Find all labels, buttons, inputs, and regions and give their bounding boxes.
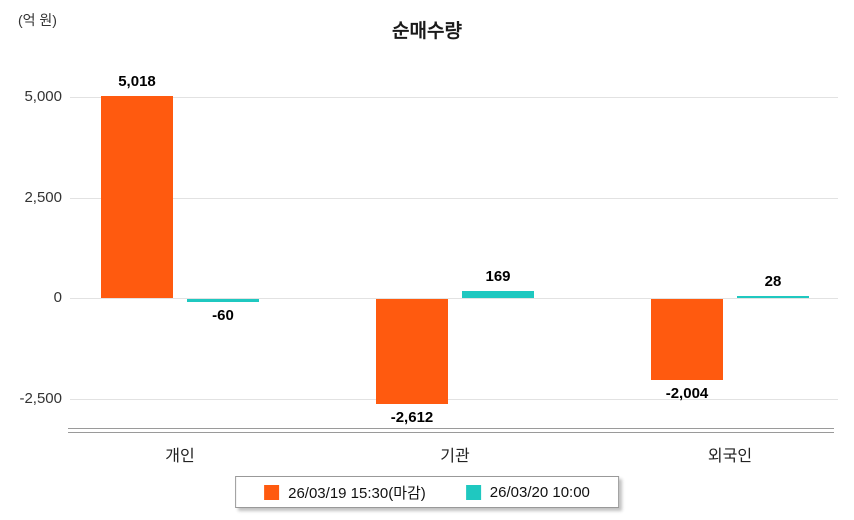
legend-swatch-series-1 [264, 484, 280, 500]
bar-외국인-series-1 [651, 299, 723, 380]
y-axis-tick-label: 0 [53, 289, 62, 306]
value-label: 169 [485, 268, 511, 286]
bar-기관-series-1 [376, 299, 448, 404]
value-label: 5,018 [118, 73, 156, 91]
gridline [70, 97, 838, 98]
legend-item-series-1: 26/03/19 15:30(마감) [264, 482, 426, 503]
x-axis-category-label: 개인 [165, 448, 195, 465]
bar-기관-series-2 [462, 291, 534, 298]
x-axis-category-label: 기관 [440, 448, 470, 465]
chart-title: 순매수량 [392, 21, 462, 42]
gridline [70, 398, 838, 400]
value-label: -60 [212, 306, 234, 324]
bar-외국인-series-2 [737, 295, 809, 298]
legend: 26/03/19 15:30(마감) 26/03/20 10:00 [235, 476, 619, 508]
legend-item-series-2: 26/03/20 10:00 [465, 483, 590, 501]
x-axis-category-label: 외국인 [707, 448, 753, 465]
y-axis-tick-label: 5,000 [24, 88, 62, 105]
y-axis-unit-label: (억 원) [18, 12, 57, 28]
value-label: -2,004 [665, 384, 709, 402]
legend-label-series-2: 26/03/20 10:00 [489, 483, 590, 501]
bar-개인-series-2 [187, 299, 259, 302]
x-axis-line-top [68, 428, 834, 429]
value-label: -2,612 [390, 409, 434, 426]
gridline [70, 197, 838, 199]
y-axis-tick-label: -2,500 [19, 389, 62, 407]
legend-swatch-series-2 [465, 484, 481, 500]
x-axis-line-bottom [68, 432, 834, 433]
legend-label-series-1: 26/03/19 15:30(마감) [288, 484, 426, 502]
y-axis-tick-label: 2,500 [24, 188, 62, 206]
gridline [70, 298, 838, 299]
value-label: 28 [764, 272, 782, 290]
bar-개인-series-1 [101, 96, 173, 298]
